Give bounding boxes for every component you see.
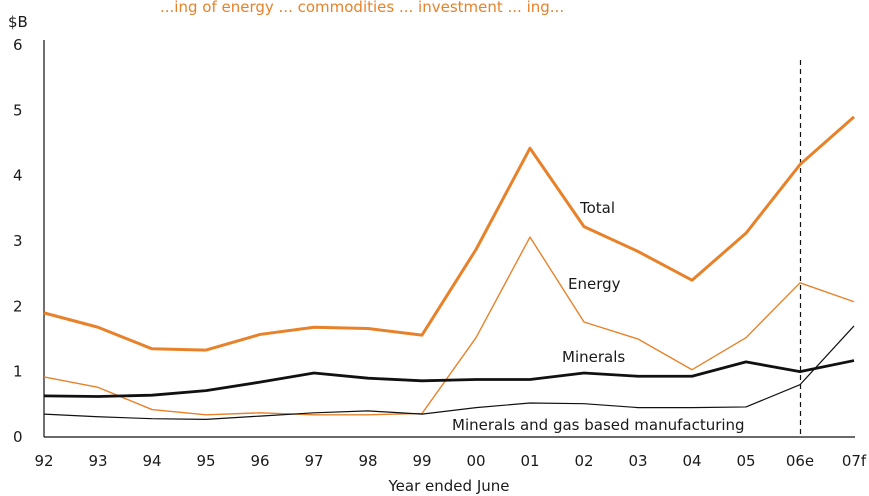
series-line-3 xyxy=(43,325,855,420)
y-tick-label: 0 xyxy=(13,428,23,446)
y-tick-label: 3 xyxy=(13,232,23,250)
x-tick-label: 02 xyxy=(574,452,593,470)
series-label-total: Total xyxy=(579,199,615,217)
series-line-1 xyxy=(43,236,855,416)
x-tick-label: 99 xyxy=(412,452,431,470)
x-tick-label: 04 xyxy=(682,452,701,470)
x-axis-ticks: 92 93 94 95 96 97 98 99 00 01 02 03 04 05 06e 07f xyxy=(34,452,866,470)
x-tick-label: 93 xyxy=(88,452,107,470)
x-tick-label: 03 xyxy=(628,452,647,470)
y-tick-label: 6 xyxy=(13,36,23,54)
x-tick-label: 95 xyxy=(196,452,215,470)
y-axis-ticks: 0 1 2 3 4 5 6 xyxy=(13,36,23,446)
x-tick-label: 98 xyxy=(358,452,377,470)
x-tick-label: 00 xyxy=(466,452,485,470)
x-tick-label: 96 xyxy=(250,452,269,470)
x-tick-label: 92 xyxy=(34,452,53,470)
y-axis-title: $B xyxy=(8,13,28,31)
series-label-minerals: Minerals xyxy=(562,348,625,366)
y-tick-label: 2 xyxy=(13,297,23,315)
y-tick-label: 5 xyxy=(13,101,23,119)
x-tick-label: 05 xyxy=(736,452,755,470)
y-tick-label: 1 xyxy=(13,363,23,381)
series-line-2 xyxy=(43,359,855,398)
x-tick-label: 07f xyxy=(842,452,867,470)
series-line-0 xyxy=(43,115,855,352)
chart-title: ...ing of energy ... commodities ... inv… xyxy=(160,0,564,16)
x-tick-label: 01 xyxy=(520,452,539,470)
x-tick-label: 94 xyxy=(142,452,161,470)
series-label-energy: Energy xyxy=(568,275,621,293)
x-axis-title: Year ended June xyxy=(388,477,510,495)
series-layer xyxy=(43,115,855,420)
x-tick-label: 97 xyxy=(304,452,323,470)
x-tick-label: 06e xyxy=(786,452,814,470)
y-tick-label: 4 xyxy=(13,167,23,185)
series-label-manufacturing: Minerals and gas based manufacturing xyxy=(452,416,745,434)
